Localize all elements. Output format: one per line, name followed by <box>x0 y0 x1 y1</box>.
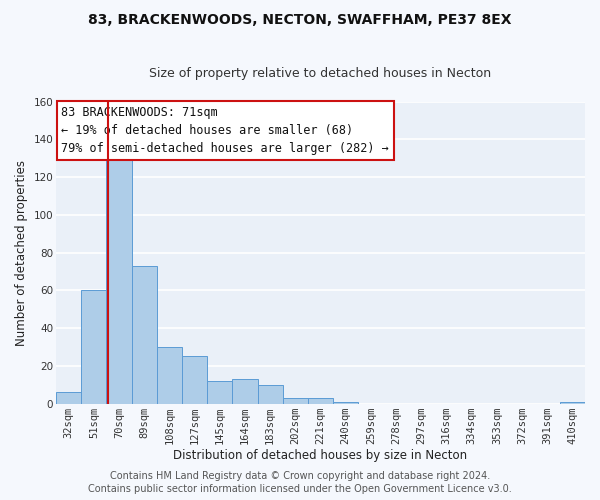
Y-axis label: Number of detached properties: Number of detached properties <box>15 160 28 346</box>
Bar <box>182 356 207 404</box>
Bar <box>157 347 182 404</box>
Bar <box>257 385 283 404</box>
Bar <box>56 392 81 404</box>
Bar <box>207 381 232 404</box>
Text: 83 BRACKENWOODS: 71sqm
← 19% of detached houses are smaller (68)
79% of semi-det: 83 BRACKENWOODS: 71sqm ← 19% of detached… <box>61 106 389 155</box>
Title: Size of property relative to detached houses in Necton: Size of property relative to detached ho… <box>149 66 491 80</box>
Bar <box>81 290 106 404</box>
Text: Contains HM Land Registry data © Crown copyright and database right 2024.
Contai: Contains HM Land Registry data © Crown c… <box>88 471 512 494</box>
Bar <box>131 266 157 404</box>
Text: 83, BRACKENWOODS, NECTON, SWAFFHAM, PE37 8EX: 83, BRACKENWOODS, NECTON, SWAFFHAM, PE37… <box>88 12 512 26</box>
Bar <box>106 158 131 404</box>
Bar <box>283 398 308 404</box>
Bar <box>308 398 333 404</box>
Bar <box>333 402 358 404</box>
X-axis label: Distribution of detached houses by size in Necton: Distribution of detached houses by size … <box>173 450 467 462</box>
Bar <box>560 402 585 404</box>
Bar <box>232 379 257 404</box>
